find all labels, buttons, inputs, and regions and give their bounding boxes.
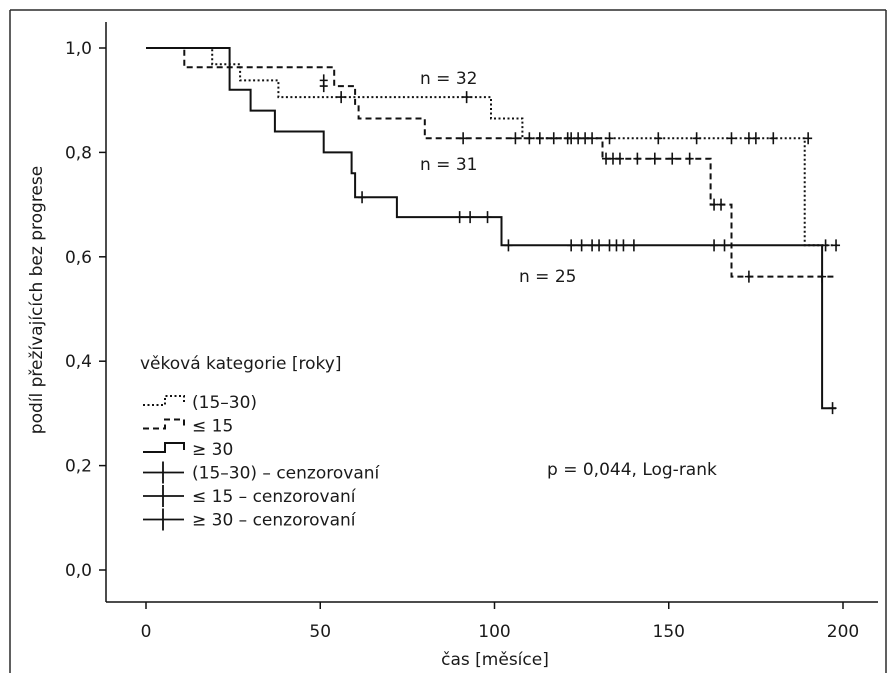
censor-mark-ge30 (710, 239, 719, 252)
series-line-ge30 (146, 47, 836, 410)
censor-mark-le15 (668, 152, 677, 165)
censor-mark-le15 (588, 132, 597, 145)
censor-mark-le15 (567, 132, 576, 145)
y-tick-label: 1,0 (65, 39, 92, 59)
censor-mark-le15 (710, 198, 719, 211)
censor-mark-15-30 (462, 91, 471, 104)
y-tick-label: 0,4 (65, 352, 92, 372)
x-ticks: 0 50 100 150 200 (141, 602, 859, 642)
censor-mark-le15 (549, 132, 558, 145)
censor-mark-ge30 (588, 239, 597, 252)
censor-mark-le15 (818, 270, 827, 283)
series-line-le15 (146, 47, 836, 278)
annotation-n-15-30: n = 32 (420, 69, 477, 89)
legend-item: ≥ 30 (143, 440, 233, 460)
censor-mark-le15 (650, 152, 659, 165)
legend-label: ≥ 30 – cenzorovaní (192, 511, 357, 531)
censor-mark-ge30 (720, 239, 729, 252)
censor-mark-15-30 (804, 132, 813, 145)
y-tick-label: 0,6 (65, 248, 92, 268)
legend-item: ≤ 15 (143, 417, 233, 437)
y-tick-label: 0,2 (65, 457, 92, 477)
censor-mark-ge30 (605, 239, 614, 252)
censor-mark-ge30 (577, 239, 586, 252)
censor-mark-le15 (633, 152, 642, 165)
censor-mark-15-30 (744, 132, 753, 145)
censor-mark-15-30 (692, 132, 701, 145)
legend-label: ≥ 30 (192, 440, 233, 460)
series-line-15-30 (146, 47, 840, 247)
x-tick-label: 100 (478, 622, 510, 642)
censor-mark-15-30 (605, 132, 614, 145)
legend-symbol-cross (143, 461, 184, 484)
annotation-n-ge30: n = 25 (519, 267, 576, 287)
censor-mark-le15 (319, 80, 328, 93)
y-tick-label: 0,0 (65, 561, 92, 581)
censor-mark-ge30 (358, 191, 367, 204)
censor-mark-15-30 (769, 132, 778, 145)
censor-mark-le15 (744, 270, 753, 283)
x-tick-label: 50 (309, 622, 331, 642)
censor-mark-ge30 (504, 239, 513, 252)
censor-mark-le15 (717, 198, 726, 211)
censor-mark-le15 (615, 152, 624, 165)
censor-mark-15-30 (511, 132, 520, 145)
legend-symbol-dashed (143, 418, 185, 430)
legend: věková kategorie [roky] (15–30) ≤ 15 ≥ 30 (… (140, 354, 381, 531)
y-tick-label: 0,8 (65, 143, 92, 163)
censor-mark-ge30 (466, 211, 475, 224)
censor-mark-le15 (608, 152, 617, 165)
legend-symbol-solid (143, 442, 185, 453)
legend-title: věková kategorie [roky] (140, 354, 341, 374)
legend-label: (15–30) (192, 393, 257, 413)
censor-mark-le15 (535, 132, 544, 145)
censor-mark-le15 (574, 132, 583, 145)
censor-mark-15-30 (654, 132, 663, 145)
censor-mark-ge30 (629, 239, 638, 252)
censor-mark-le15 (581, 132, 590, 145)
censor-mark-ge30 (828, 402, 837, 415)
censor-mark-ge30 (619, 239, 628, 252)
legend-item: (15–30) – cenzorovaní (143, 461, 381, 484)
censor-mark-15-30 (727, 132, 736, 145)
censor-mark-ge30 (567, 239, 576, 252)
y-ticks: 0,0 0,2 0,4 0,6 0,8 1,0 (65, 39, 106, 581)
annotation-logrank: p = 0,044, Log-rank (547, 460, 717, 480)
legend-item: ≤ 15 – cenzorovaní (143, 485, 357, 507)
legend-symbol-dotted (143, 395, 185, 406)
y-axis-title: podíl přežívajících bez progrese (27, 166, 47, 434)
censor-mark-le15 (459, 132, 468, 145)
censor-layer (319, 74, 841, 415)
x-axis-title: čas [měsíce] (441, 650, 549, 670)
censor-mark-le15 (525, 132, 534, 145)
censor-mark-le15 (685, 152, 694, 165)
series-layer (146, 47, 840, 410)
legend-label: ≤ 15 – cenzorovaní (192, 487, 357, 507)
censor-mark-ge30 (612, 239, 621, 252)
censor-mark-le15 (602, 152, 611, 165)
legend-item: (15–30) (143, 393, 257, 413)
legend-label: (15–30) – cenzorovaní (192, 464, 381, 484)
legend-symbol-cross (143, 508, 184, 531)
censor-mark-le15 (832, 239, 841, 252)
censor-mark-15-30 (751, 132, 760, 145)
censor-mark-15-30 (337, 91, 346, 104)
legend-item: ≥ 30 – cenzorovaní (143, 508, 357, 531)
censor-mark-ge30 (483, 211, 492, 224)
legend-label: ≤ 15 (192, 417, 233, 437)
legend-symbol-cross (143, 485, 184, 507)
censor-mark-ge30 (595, 239, 604, 252)
x-tick-label: 0 (141, 622, 152, 642)
censor-mark-15-30 (821, 239, 830, 252)
annotation-n-le15: n = 31 (420, 155, 477, 175)
censor-mark-ge30 (455, 211, 464, 224)
x-tick-label: 150 (653, 622, 685, 642)
x-tick-label: 200 (827, 622, 859, 642)
